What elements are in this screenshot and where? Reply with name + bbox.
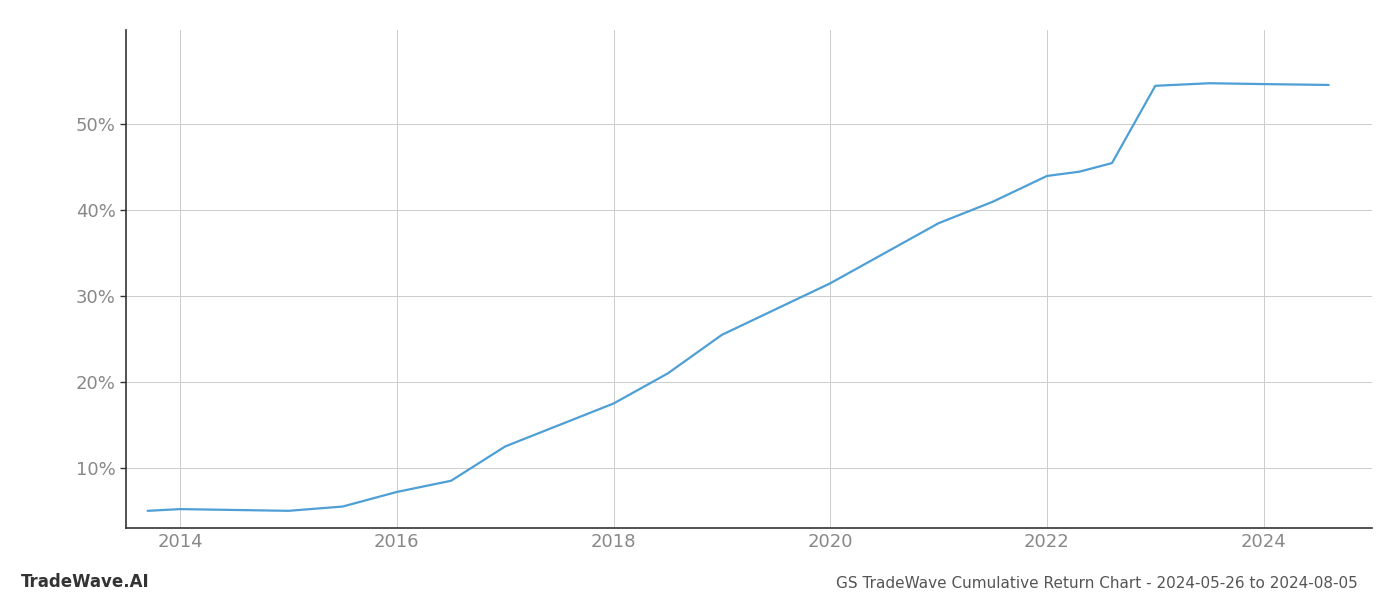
Text: TradeWave.AI: TradeWave.AI [21, 573, 150, 591]
Text: GS TradeWave Cumulative Return Chart - 2024-05-26 to 2024-08-05: GS TradeWave Cumulative Return Chart - 2… [836, 576, 1358, 591]
